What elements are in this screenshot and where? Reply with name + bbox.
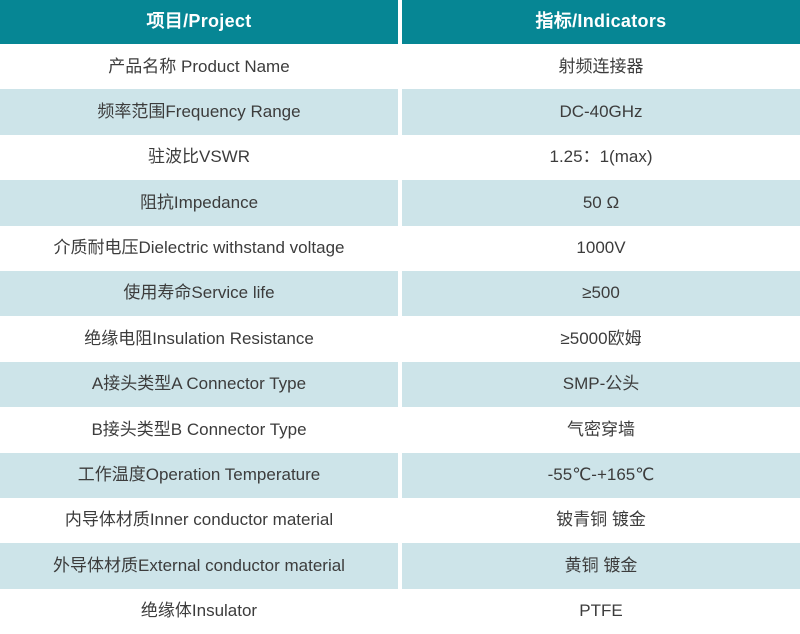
table-row: 介质耐电压Dielectric withstand voltage 1000V (0, 225, 800, 271)
project-cell: 阻抗Impedance (0, 180, 398, 226)
indicator-cell: SMP-公头 (402, 361, 800, 408)
header-indicators-cell: 指标/Indicators (402, 0, 800, 44)
indicator-cell: -55℃-+165℃ (402, 452, 800, 498)
table-row: 使用寿命Service life ≥500 (0, 270, 800, 317)
table-header-row: 项目/Project 指标/Indicators (0, 0, 800, 44)
table-row: 阻抗Impedance 50 Ω (0, 180, 800, 226)
indicator-cell: 气密穿墙 (402, 407, 800, 453)
indicator-cell: ≥500 (402, 270, 800, 317)
project-cell: 产品名称 Product Name (0, 44, 398, 90)
project-cell: 使用寿命Service life (0, 270, 398, 317)
project-cell: 绝缘电阻Insulation Resistance (0, 316, 398, 362)
table-row: B接头类型B Connector Type 气密穿墙 (0, 407, 800, 453)
table-row: A接头类型A Connector Type SMP-公头 (0, 361, 800, 408)
project-cell: 介质耐电压Dielectric withstand voltage (0, 225, 398, 271)
project-cell: B接头类型B Connector Type (0, 407, 398, 453)
table-row: 驻波比VSWR 1.25：1(max) (0, 134, 800, 181)
table-body: 产品名称 Product Name 射频连接器 频率范围Frequency Ra… (0, 44, 800, 634)
table-row: 外导体材质External conductor material 黄铜 镀金 (0, 543, 800, 589)
indicator-cell: 1000V (402, 225, 800, 271)
project-cell: 外导体材质External conductor material (0, 543, 398, 589)
indicator-cell: 50 Ω (402, 180, 800, 226)
indicator-cell: ≥5000欧姆 (402, 316, 800, 362)
indicator-cell: 1.25：1(max) (402, 134, 800, 181)
project-cell: 内导体材质Inner conductor material (0, 497, 398, 544)
table-row: 工作温度Operation Temperature -55℃-+165℃ (0, 452, 800, 498)
table-row: 绝缘体Insulator PTFE (0, 588, 800, 634)
header-project-cell: 项目/Project (0, 0, 398, 44)
indicator-cell: 黄铜 镀金 (402, 543, 800, 589)
project-cell: 工作温度Operation Temperature (0, 452, 398, 498)
table-row: 频率范围Frequency Range DC-40GHz (0, 89, 800, 135)
project-cell: 频率范围Frequency Range (0, 89, 398, 135)
project-cell: 驻波比VSWR (0, 134, 398, 181)
indicator-cell: 铍青铜 镀金 (402, 497, 800, 544)
indicator-cell: 射频连接器 (402, 44, 800, 90)
table-row: 产品名称 Product Name 射频连接器 (0, 44, 800, 90)
indicator-cell: DC-40GHz (402, 89, 800, 135)
indicator-cell: PTFE (402, 588, 800, 634)
table-row: 内导体材质Inner conductor material 铍青铜 镀金 (0, 497, 800, 544)
project-cell: 绝缘体Insulator (0, 588, 398, 634)
table-row: 绝缘电阻Insulation Resistance ≥5000欧姆 (0, 316, 800, 362)
project-cell: A接头类型A Connector Type (0, 361, 398, 408)
